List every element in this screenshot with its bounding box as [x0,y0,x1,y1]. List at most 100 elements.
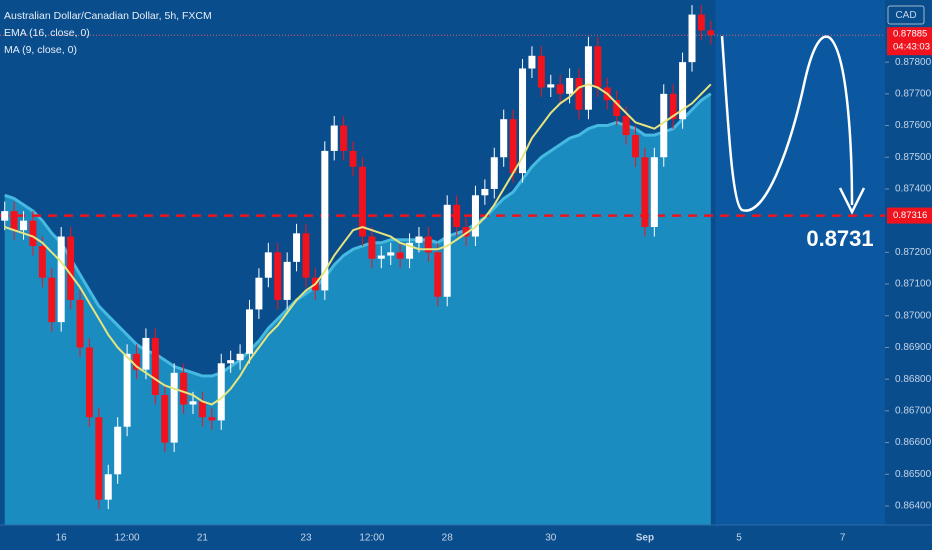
candle-body [67,236,75,300]
x-tick-label: 12:00 [115,533,140,544]
price-axis [885,0,932,550]
candle-body [95,417,103,500]
candle-body [264,252,272,278]
y-tick-label: 0.87800 [895,57,932,68]
future-region [715,0,885,525]
candle-body [10,211,18,231]
candle-body [217,363,225,421]
candle-body [509,119,517,174]
candle-body [38,246,46,278]
candle-body [236,353,244,361]
candle-body [57,236,65,323]
y-tick-label: 0.86600 [895,437,932,448]
y-tick-label: 0.86400 [895,501,932,512]
candle-body [48,277,56,323]
x-tick-label: 23 [300,533,312,544]
x-tick-label: 7 [840,533,846,544]
y-tick-label: 0.86900 [895,342,932,353]
candle-body [133,353,141,370]
x-tick-label: 5 [736,533,742,544]
candle-body [387,252,395,256]
candle-body [330,125,338,151]
candle-body [547,84,555,88]
candle-body [189,401,197,405]
candle-body [227,360,235,364]
candle-body [76,299,84,348]
candle-body [660,93,668,158]
candle-body [293,233,301,262]
y-tick-label: 0.86700 [895,406,932,417]
arrow-head [838,187,866,215]
currency: CAD [895,10,916,21]
annotation: 0.8731 [806,226,873,251]
y-tick-label: 0.87200 [895,247,932,258]
candle-body [20,220,28,231]
candle-body [641,157,649,227]
candle-body [114,426,122,475]
x-tick-label: 30 [545,533,557,544]
candle-body [443,204,451,297]
projection-arrow [720,35,854,212]
candle-body [170,372,178,443]
candle-body [453,204,461,227]
candle-body [471,195,479,237]
y-tick-label: 0.87000 [895,310,932,321]
candle-body [415,236,423,243]
candle-body [368,236,376,259]
x-tick-label: Sep [636,533,654,544]
candle-body [632,135,640,158]
candle-body [104,474,112,500]
y-tick-label: 0.86500 [895,469,932,480]
ma-line [4,83,712,406]
candle-body [85,347,93,418]
candle-body [490,157,498,189]
candle-body [566,77,574,94]
last-price-box [887,27,932,56]
candle-body [669,93,677,120]
candle-body [650,157,658,227]
y-tick-label: 0.87700 [895,88,932,99]
candle-body [622,116,630,136]
x-tick-label: 21 [197,533,209,544]
candle-body [481,188,489,196]
candle-body [321,150,329,291]
candle-body [519,68,527,174]
candle-body [161,395,169,443]
x-tick-label: 28 [442,533,454,544]
y-tick-label: 0.87600 [895,120,932,131]
candle-body [377,255,385,259]
y-tick-label: 0.87100 [895,279,932,290]
y-tick-label: 0.86800 [895,374,932,385]
level-label: 0.87316 [893,210,927,221]
level-box [887,207,932,224]
candle-body [462,226,470,237]
y-tick-label: 0.87400 [895,184,932,195]
candle-body [613,100,621,117]
x-tick-label: 16 [56,533,68,544]
candle-body [396,252,404,259]
chart-title: Australian Dollar/Canadian Dollar, 5h, F… [4,10,212,22]
candle-body [406,242,414,259]
candle-body [500,119,508,158]
candle-body [358,166,366,237]
legend-entry: EMA (16, close, 0) [4,27,90,39]
ema-area [4,93,711,526]
ema-line [4,92,712,378]
candle-body [198,401,206,418]
candle-body [594,46,602,88]
candle-body [688,14,696,63]
candle-body [255,277,263,310]
candle-body [245,309,253,354]
candle-body [302,233,310,278]
candle-body [349,150,357,167]
candle-body [340,125,348,151]
x-tick-label: 12:00 [359,533,384,544]
candle-body [1,211,9,221]
candle-body [29,220,37,247]
candle-body [180,372,188,405]
candle-body [679,62,687,120]
candle-body [283,261,291,300]
candle-body [556,84,564,94]
countdown: 04:43:03 [893,42,930,53]
